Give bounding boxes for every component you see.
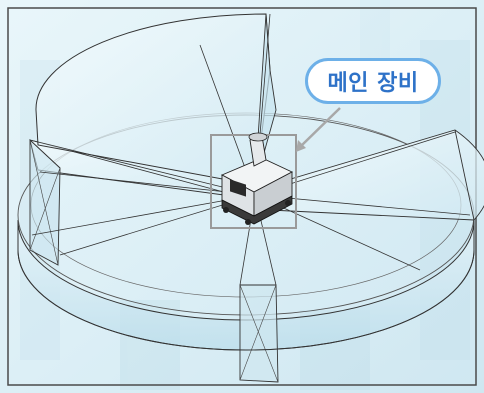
sector-right xyxy=(253,129,484,221)
arrow-icon xyxy=(296,107,341,152)
device-icon xyxy=(220,132,294,225)
main-device-callout: 메인 장비 xyxy=(305,58,441,104)
